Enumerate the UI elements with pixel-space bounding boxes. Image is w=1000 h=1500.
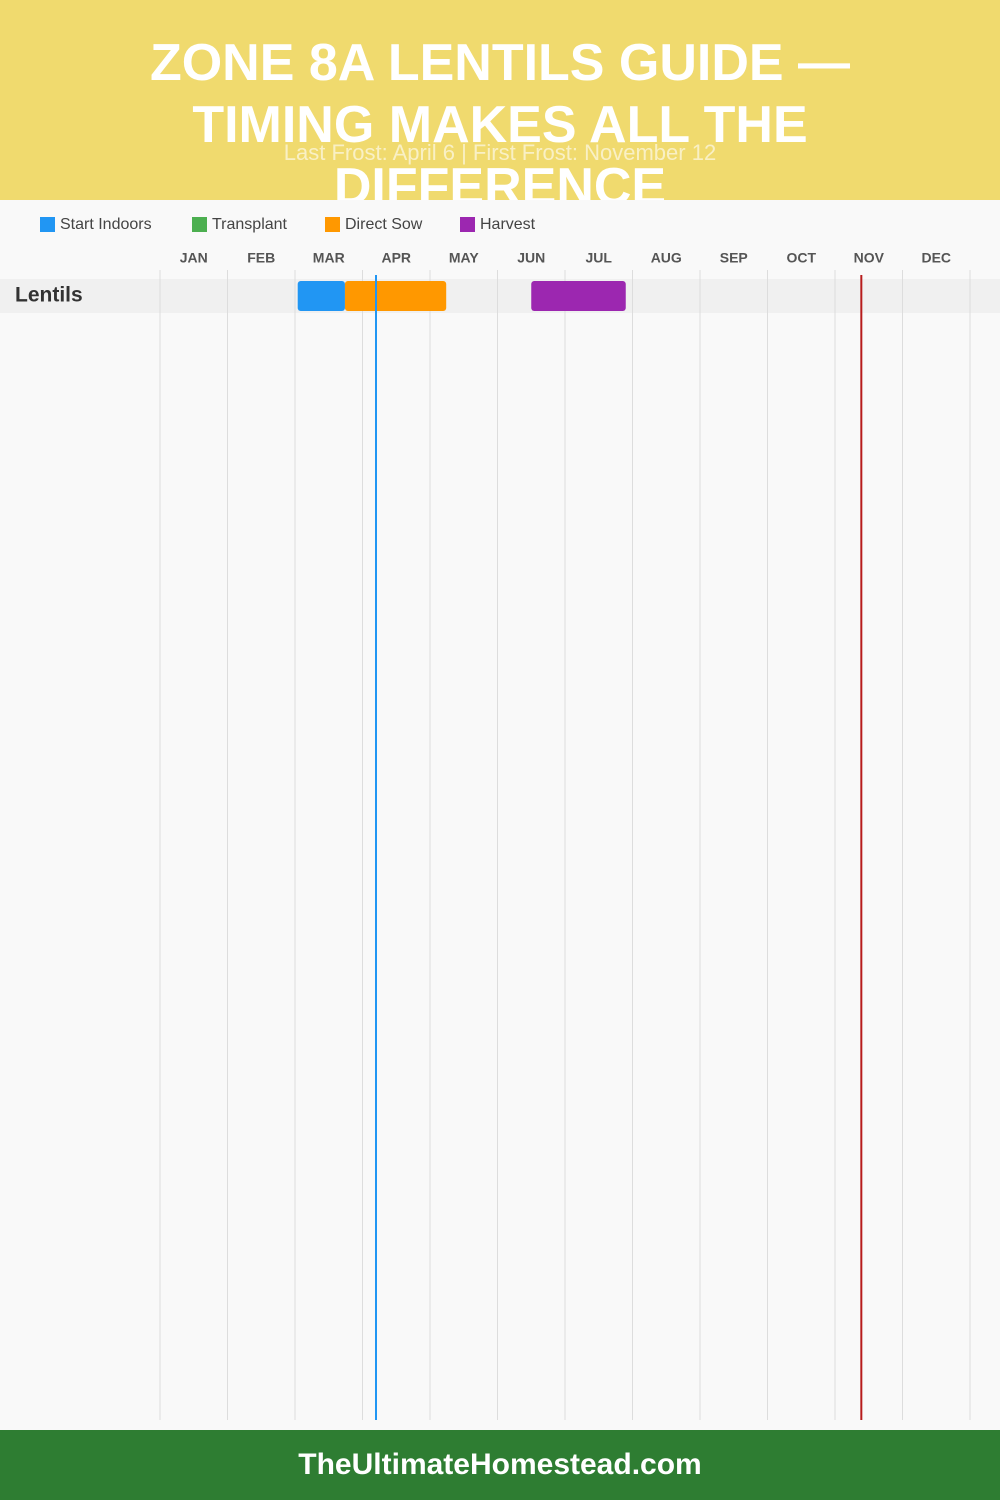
x-tick-label: SEP	[720, 250, 748, 266]
bar	[297, 281, 345, 311]
legend-label: Transplant	[212, 216, 288, 233]
x-tick-label: AUG	[651, 250, 682, 266]
row-band	[0, 279, 1000, 313]
footer: TheUltimateHomestead.com	[0, 1430, 1000, 1500]
bar	[344, 281, 447, 311]
chart: Start Indoors Transplant Direct Sow Harvest…	[0, 216, 1000, 1420]
x-tick-label: NOV	[854, 250, 885, 266]
x-tick-label: OCT	[786, 250, 816, 266]
x-tick-label: DEC	[921, 250, 951, 266]
x-tick-label: JUL	[586, 250, 613, 266]
header: Zone 8a Lentils Guide — Timing Makes All…	[0, 0, 1000, 200]
subtitle: Last Frost: April 6 | First Frost: Novem…	[283, 140, 717, 165]
x-tick-label: APR	[381, 250, 411, 266]
row-label: Lentils	[15, 284, 83, 307]
x-tick-label: MAR	[313, 250, 345, 266]
x-tick-label: JAN	[180, 250, 208, 266]
x-tick-label: MAY	[449, 250, 479, 266]
legend-label: Start Indoors	[60, 216, 152, 233]
legend-swatch	[192, 217, 207, 232]
legend-swatch	[40, 217, 55, 232]
legend-swatch	[460, 217, 475, 232]
legend-label: Direct Sow	[345, 216, 423, 233]
legend-swatch	[325, 217, 340, 232]
x-tick-label: JUN	[517, 250, 545, 266]
legend-label: Harvest	[480, 216, 536, 233]
bar	[531, 281, 626, 311]
x-tick-label: FEB	[247, 250, 275, 266]
title: Zone 8a Lentils Guide — Timing Makes All…	[149, 34, 851, 200]
